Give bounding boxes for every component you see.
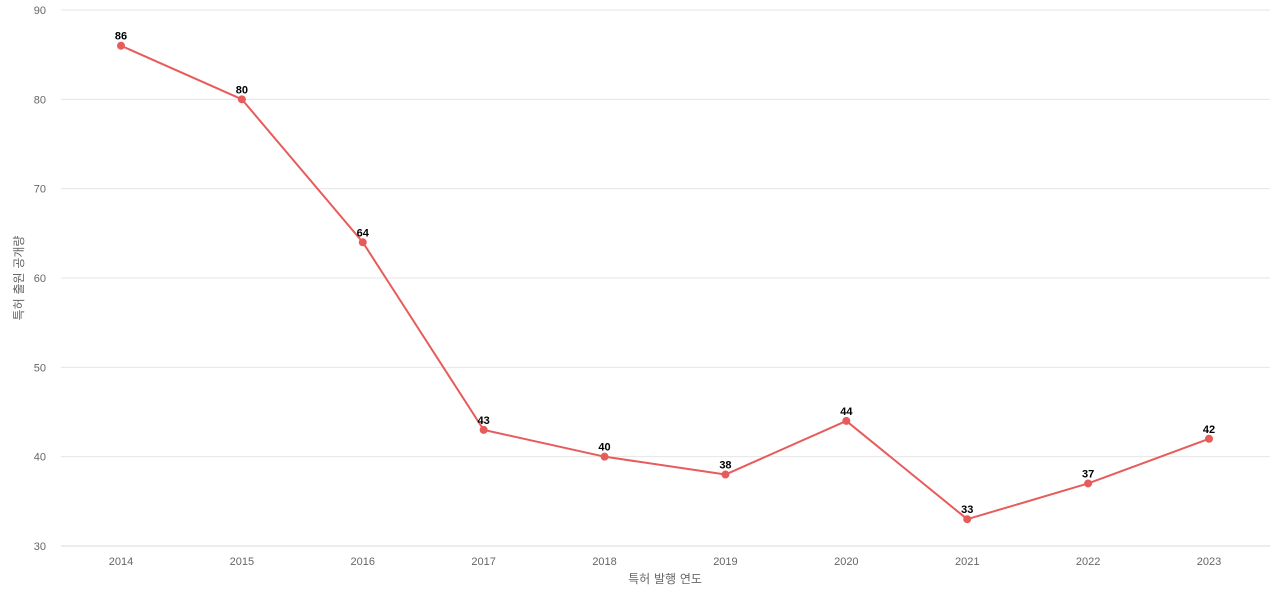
x-tick-label: 2023 — [1197, 556, 1221, 568]
x-tick-label: 2019 — [713, 556, 737, 568]
data-point[interactable] — [358, 238, 367, 247]
data-label: 37 — [1082, 468, 1094, 480]
data-label: 44 — [840, 406, 853, 418]
data-point[interactable] — [479, 425, 488, 434]
data-label: 80 — [236, 84, 248, 96]
data-label: 38 — [719, 460, 731, 472]
x-tick-label: 2022 — [1076, 556, 1100, 568]
data-label: 40 — [598, 442, 610, 454]
data-label: 42 — [1203, 424, 1215, 436]
data-point[interactable] — [963, 515, 972, 524]
y-tick-label: 90 — [34, 5, 46, 17]
x-tick-label: 2017 — [471, 556, 495, 568]
series-line — [120, 44, 1210, 521]
x-tick-label: 2021 — [955, 556, 979, 568]
y-tick-label: 60 — [34, 273, 46, 285]
data-label-layer: 86 80 64 43 40 38 44 33 37 42 — [115, 31, 1215, 516]
data-point[interactable] — [237, 95, 246, 104]
y-tick-label: 50 — [34, 362, 46, 374]
data-label: 86 — [115, 31, 127, 43]
data-label: 43 — [478, 415, 490, 427]
y-tick-label: 30 — [34, 541, 46, 553]
y-tick-label: 80 — [34, 94, 46, 106]
grid-layer — [61, 9, 1270, 547]
data-point[interactable] — [842, 416, 851, 425]
x-tick-label: 2016 — [351, 556, 375, 568]
y-axis-ticks: 30 40 50 60 70 80 90 — [34, 5, 46, 553]
data-point[interactable] — [1205, 434, 1213, 443]
x-tick-label: 2018 — [592, 556, 616, 568]
data-label: 64 — [357, 227, 370, 239]
y-axis-title: 특허 출원 공개량 — [12, 236, 26, 321]
data-point[interactable] — [1084, 479, 1093, 488]
data-point[interactable] — [117, 41, 125, 50]
series-layer — [117, 41, 1213, 524]
y-tick-label: 40 — [34, 452, 46, 464]
y-tick-label: 70 — [34, 184, 46, 196]
x-tick-label: 2020 — [834, 556, 858, 568]
x-tick-label: 2015 — [230, 556, 254, 568]
x-axis-title: 특허 발행 연도 — [628, 571, 702, 586]
data-point[interactable] — [721, 470, 730, 479]
x-tick-label: 2014 — [109, 556, 133, 568]
data-label: 33 — [961, 504, 973, 516]
x-axis-ticks: 2014 2015 2016 2017 2018 2019 2020 2021 2022 2023 — [109, 556, 1221, 568]
data-point[interactable] — [600, 452, 609, 461]
